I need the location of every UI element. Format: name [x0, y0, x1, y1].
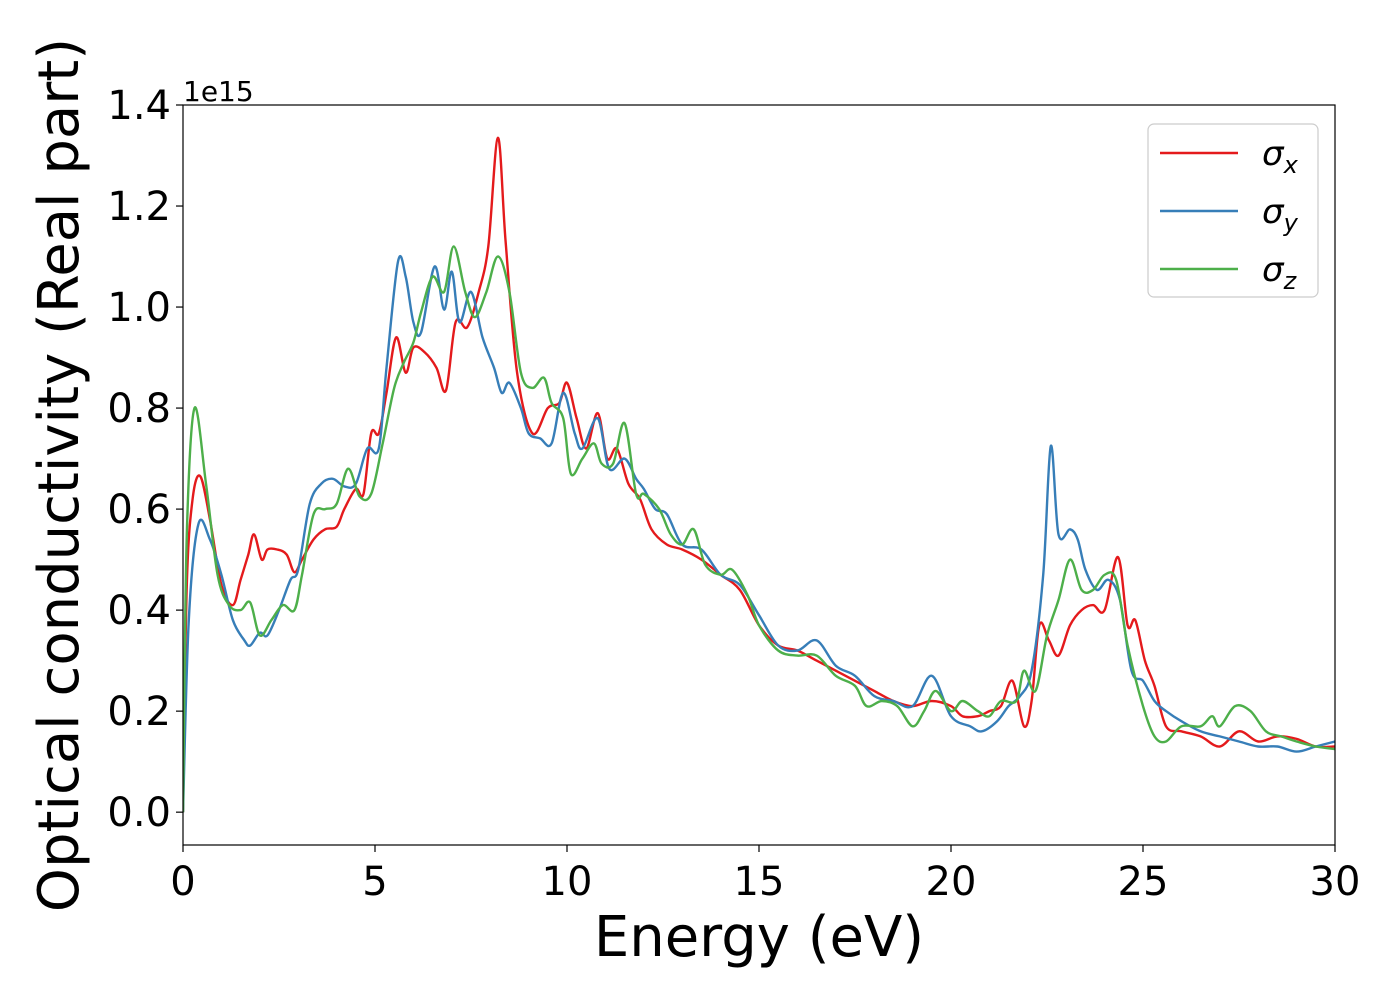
y-tick-label: 0.0 [107, 790, 171, 836]
x-tick-label: 30 [1310, 859, 1361, 905]
y-tick-label: 0.6 [107, 487, 171, 533]
series-line-sigma-z [183, 245, 1335, 813]
y-axis-title: Optical conductivity (Real part) [27, 38, 92, 912]
y-offset-label: 1e15 [183, 75, 254, 108]
y-tick-label: 0.8 [107, 386, 171, 432]
y-tick-label: 0.2 [107, 689, 171, 735]
x-tick-label: 5 [362, 859, 387, 905]
x-tick-label: 15 [734, 859, 785, 905]
x-tick-label: 0 [170, 859, 195, 905]
x-tick-label: 20 [926, 859, 977, 905]
y-tick-label: 1.4 [107, 83, 171, 129]
y-axis: 0.0 0.2 0.4 0.6 0.8 1.0 1.2 1.4 [107, 83, 183, 836]
x-axis-title: Energy (eV) [594, 905, 924, 970]
y-tick-label: 0.4 [107, 588, 171, 634]
series-line-sigma-y [183, 254, 1335, 813]
x-tick-label: 10 [542, 859, 593, 905]
series-layer [183, 136, 1335, 813]
y-tick-label: 1.0 [107, 285, 171, 331]
x-tick-label: 25 [1118, 859, 1169, 905]
y-tick-label: 1.2 [107, 184, 171, 230]
x-axis: 0 5 10 15 20 25 30 [170, 845, 1360, 905]
